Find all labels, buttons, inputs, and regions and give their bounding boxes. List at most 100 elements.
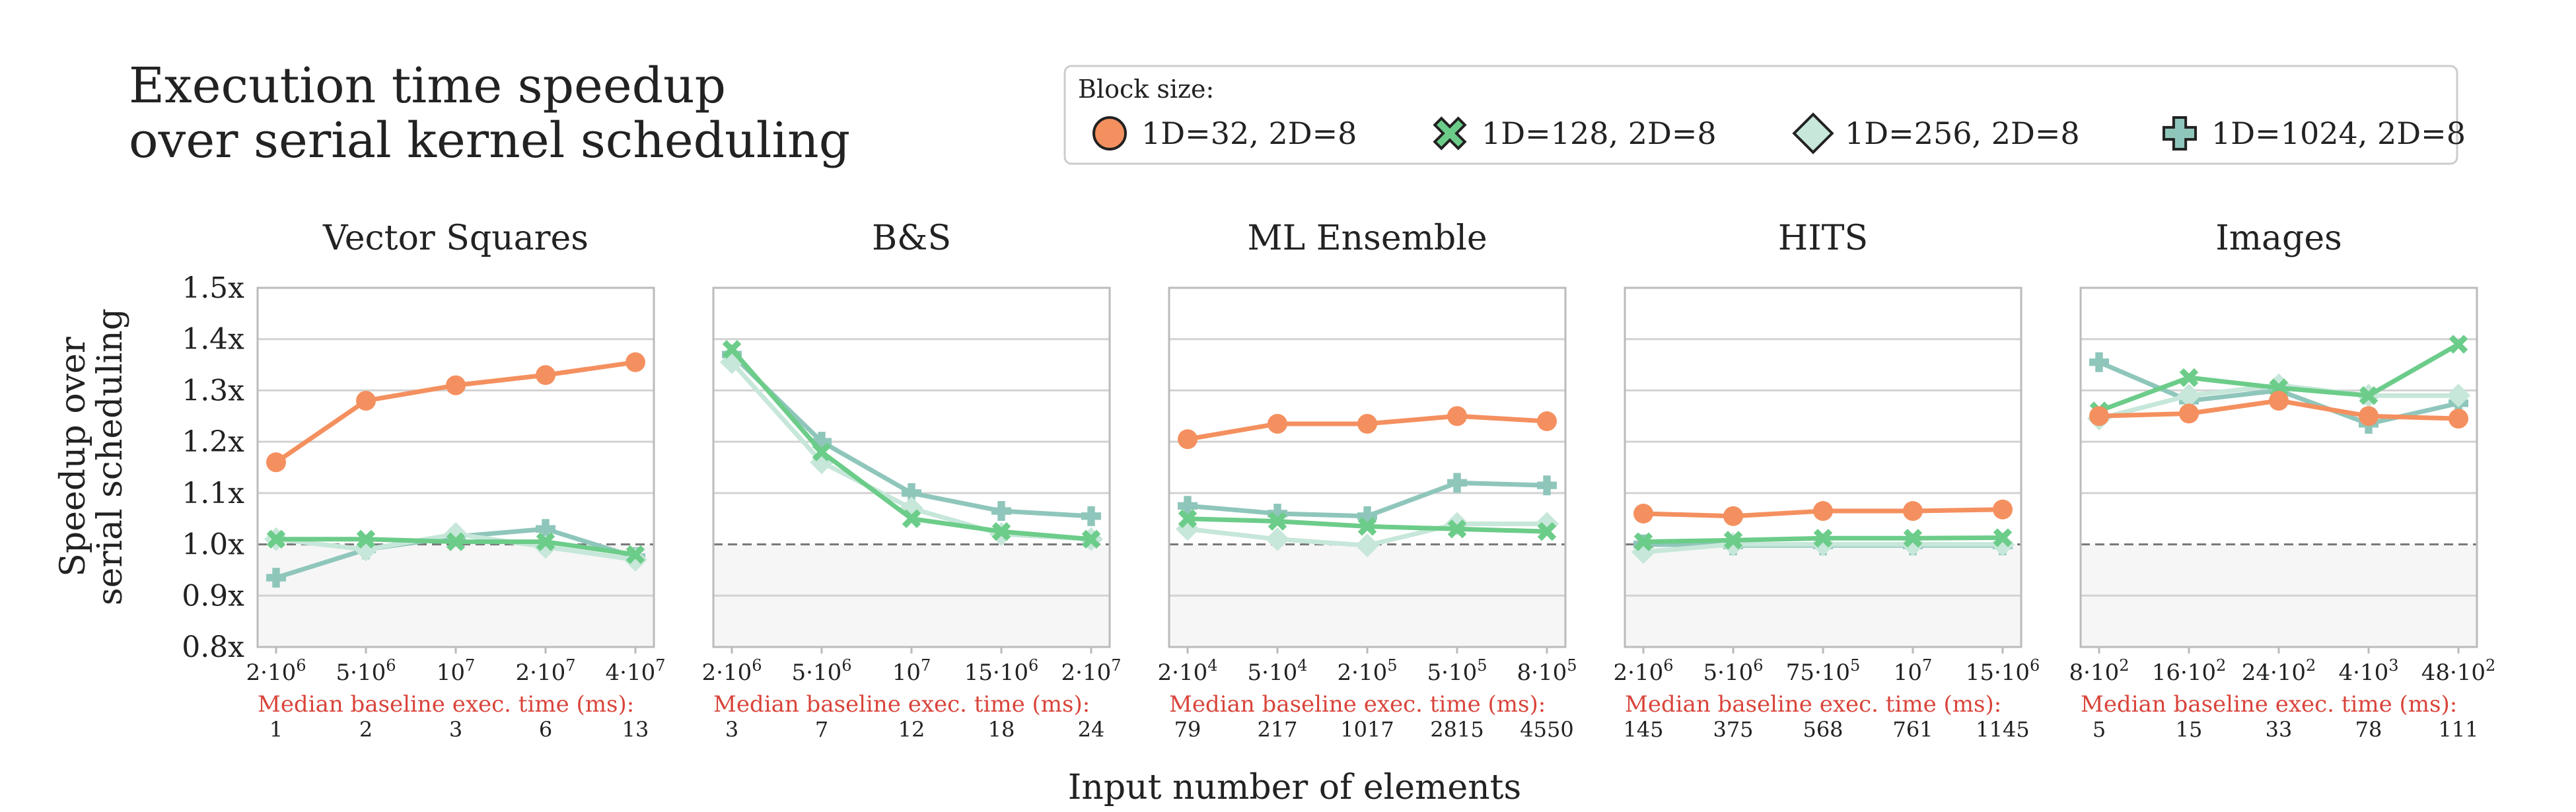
x-tick-label: 107 (437, 656, 476, 686)
data-point (1537, 411, 1557, 432)
median-time-value: 7 (815, 717, 828, 742)
y-tick-label: 1.5x (182, 271, 244, 305)
data-point (1355, 533, 1379, 558)
data-point (266, 529, 286, 549)
x-tick-label: 15·106 (1966, 656, 2040, 686)
data-point (902, 509, 921, 528)
median-time-value: 375 (1713, 717, 1753, 742)
legend-entry-1d-32-2d-8: 1D=32, 2D=8 (1092, 116, 1357, 151)
median-time-value: 568 (1803, 717, 1843, 742)
figure-title: Execution time speedup over serial kerne… (129, 57, 850, 169)
x-tick-label: 2·106 (1614, 656, 1674, 686)
x-tick-label: 107 (1894, 656, 1933, 686)
panel-title: B&S (872, 219, 951, 258)
x-tick-label: 2·106 (246, 656, 306, 686)
plus-marker-icon (2163, 116, 2197, 151)
median-baseline-label: Median baseline exec. time (ms): (2081, 691, 2457, 718)
data-point (626, 352, 645, 372)
x-tick-label: 2·104 (1158, 656, 1218, 686)
data-point (812, 442, 832, 461)
series-1d-128-2d-8 (722, 340, 1101, 549)
data-point (1447, 520, 1467, 539)
series-1d-128-2d-8 (1178, 509, 1557, 541)
data-point (1268, 512, 1287, 531)
median-time-value: 13 (622, 717, 649, 742)
data-point (1081, 529, 1101, 549)
data-point (1537, 522, 1557, 541)
median-time-value: 1017 (1340, 717, 1394, 742)
legend-entry-1d-128-2d-8: 1D=128, 2D=8 (1433, 116, 1717, 151)
data-point (626, 545, 645, 564)
panel-title: ML Ensemble (1247, 219, 1487, 258)
x-tick-label: 48·102 (2421, 656, 2496, 686)
median-time-value: 111 (2438, 717, 2478, 742)
median-time-value: 33 (2266, 717, 2293, 742)
legend-entry-1d-256-2d-8: 1D=256, 2D=8 (1792, 112, 2080, 154)
x-tick-label: 8·102 (2069, 656, 2129, 686)
data-point (2089, 406, 2109, 426)
series-1d-128-2d-8 (266, 529, 645, 564)
data-point (1178, 496, 1198, 516)
data-point (2269, 390, 2289, 411)
panel-title: Images (2215, 219, 2342, 258)
legend-entry-1d-1024-2d-8: 1D=1024, 2D=8 (2163, 116, 2466, 151)
panel-title: Vector Squares (322, 219, 589, 258)
median-time-value: 2 (359, 717, 373, 742)
data-point (1357, 506, 1377, 526)
legend-entries: 1D=32, 2D=8 1D=128, 2D=8 1D=256, 2D=8 1D=10… (1092, 112, 2466, 154)
series-1d-1024-2d-8 (1178, 473, 1557, 526)
data-point (2359, 406, 2379, 426)
data-point (2179, 368, 2199, 388)
y-tick-label: 1.1x (182, 477, 244, 510)
x-tick-label: 8·105 (1517, 656, 1577, 686)
panel-b-s: B&S 2·106 5·106 107 15·106 2·107 Median baseli… (702, 219, 1122, 742)
median-time-value: 24 (1078, 717, 1105, 742)
data-point (2177, 384, 2201, 408)
circle-marker-icon (1092, 116, 1127, 151)
x-tick-label: 24·102 (2242, 656, 2316, 686)
legend-title: Block size: (1078, 75, 1214, 104)
title-line-1: Execution time speedup (129, 57, 726, 114)
data-point (446, 375, 466, 395)
data-point (2449, 409, 2468, 429)
data-point (1903, 501, 1923, 522)
panel-title: HITS (1778, 219, 1868, 258)
data-point (2359, 386, 2379, 405)
median-time-value: 5 (2093, 717, 2106, 742)
data-point (1723, 531, 1743, 550)
median-time-value: 12 (898, 717, 925, 742)
data-point (902, 483, 921, 503)
data-point (356, 390, 376, 411)
data-point (446, 532, 466, 551)
median-time-value: 79 (1174, 717, 1201, 742)
data-point (1633, 532, 1653, 551)
median-time-value: 3 (449, 717, 462, 742)
median-time-value: 145 (1623, 717, 1663, 742)
data-point (1447, 406, 1467, 426)
panel-ml-ensemble: ML Ensemble 2·104 5·104 2·105 5·105 8·105 Medi… (1158, 219, 1577, 742)
data-point (2089, 352, 2109, 372)
y-axis-title: Speedup over serial scheduling (54, 308, 130, 605)
y-tick-label: 0.9x (182, 579, 244, 613)
legend-frame (1063, 65, 2458, 165)
median-time-value: 2815 (1430, 717, 1484, 742)
data-point (722, 340, 742, 359)
data-point (1357, 413, 1377, 434)
x-tick-label: 2·107 (1061, 656, 1122, 686)
median-time-value: 1 (269, 717, 283, 742)
data-point (812, 432, 832, 452)
data-point (1268, 413, 1287, 434)
data-point (1993, 528, 2013, 547)
data-point (2449, 335, 2468, 354)
legend-label: 1D=128, 2D=8 (1482, 116, 1717, 151)
data-point (1081, 506, 1101, 526)
series-1d-32-2d-8 (266, 352, 645, 473)
median-time-value: 6 (539, 717, 552, 742)
diamond-marker-icon (1792, 112, 1834, 154)
y-axis-title-line-2: serial scheduling (90, 308, 130, 605)
data-point (991, 501, 1011, 522)
data-point (991, 522, 1011, 541)
data-point (1178, 429, 1198, 450)
data-point (1537, 475, 1557, 496)
data-point (1633, 503, 1653, 524)
